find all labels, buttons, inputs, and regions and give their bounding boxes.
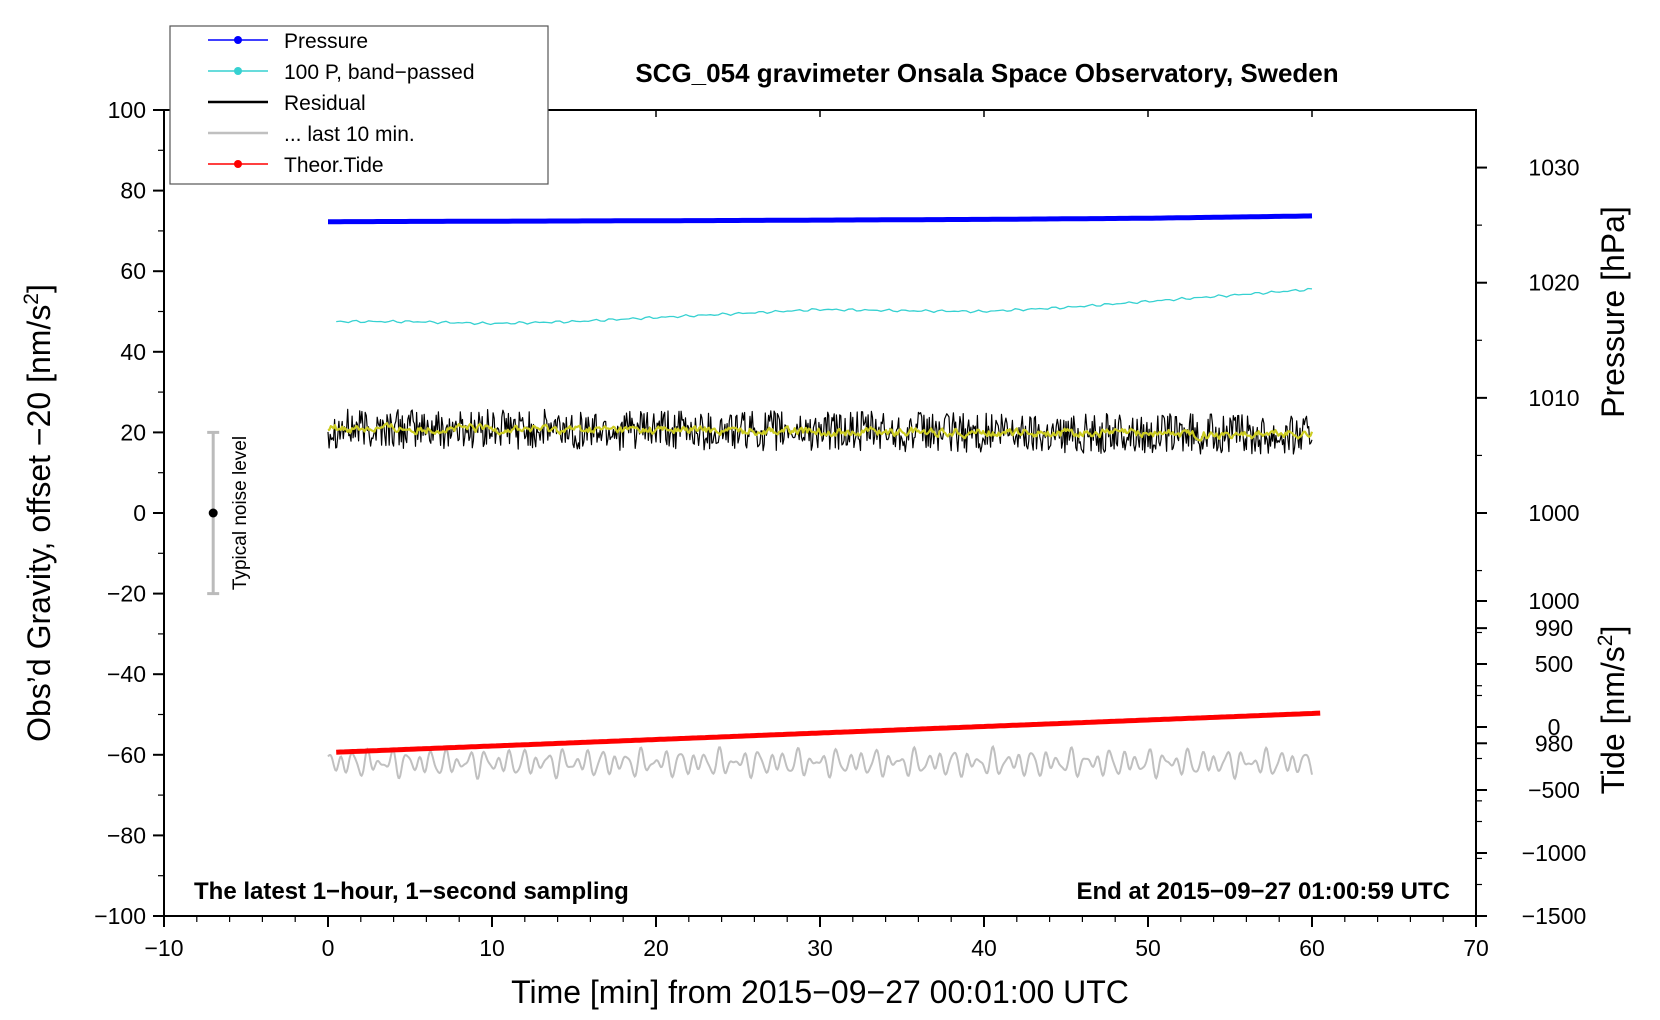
legend-residual-label: Residual (284, 92, 366, 115)
pressure-tick-label: 980 (1535, 730, 1573, 756)
noise-indicator: Typical noise level (207, 430, 251, 596)
tide-axis-title-main: Tide [nm/s (1595, 646, 1631, 794)
noise-dot (208, 508, 218, 518)
pressure-tick-label: 990 (1535, 615, 1573, 641)
legend-bandpass-label: 100 P, band−passed (284, 61, 475, 84)
x-tick-label: 10 (479, 935, 505, 961)
tide-tick-label: 0 (1548, 714, 1561, 740)
y-tick-label: −20 (107, 581, 146, 607)
axes-layer: −10 0 10 20 30 40 50 60 70−100−80−60−40−20020406… (94, 97, 1586, 961)
y-tick-label: −60 (107, 742, 146, 768)
annotation-end-time: End at 2015−09−27 01:00:59 UTC (1076, 878, 1450, 905)
plot-frame (163, 109, 1477, 917)
y-axis-title: Obs’d Gravity, offset −20 [nm/s2] (20, 284, 57, 742)
x-tick-label: 50 (1135, 935, 1161, 961)
series-layer (327, 213, 1321, 781)
legend-pressure-label: Pressure (284, 30, 368, 53)
legend-tide-label: Theor.Tide (284, 154, 384, 177)
tide-tick-label: 1000 (1528, 588, 1579, 614)
tide-axis-title-sup: 2 (1594, 635, 1617, 647)
tide-series-line (336, 710, 1321, 755)
tide-tick-label: −1000 (1522, 840, 1587, 866)
y-axis-title-main: Obs’d Gravity, offset −20 [nm/s (21, 305, 57, 742)
x-tick-label: 0 (322, 935, 335, 961)
x-axis-title: Time [min] from 2015−09−27 00:01:00 UTC (511, 974, 1129, 1010)
pressure-series-line (328, 213, 1313, 225)
x-tick-label: 30 (807, 935, 833, 961)
chart-title: SCG_054 gravimeter Onsala Space Observat… (635, 58, 1338, 88)
legend-bandpass-marker (234, 67, 242, 75)
tide-tick-label: 500 (1535, 651, 1573, 677)
y-tick-label: −40 (107, 661, 146, 687)
pressure-axis-title: Pressure [hPa] (1595, 206, 1631, 418)
x-tick-label: −10 (144, 935, 183, 961)
filtered-residual-series-line (327, 422, 1314, 442)
noise-label: Typical noise level (230, 436, 251, 590)
pressure-tick-label: 1010 (1528, 385, 1579, 411)
y-tick-label: 60 (120, 258, 146, 284)
tide-axis-title: Tide [nm/s2] (1594, 626, 1631, 795)
y-tick-label: −80 (107, 822, 146, 848)
y-tick-label: 80 (120, 178, 146, 204)
bandpass-series-line (336, 287, 1313, 326)
legend: Pressure 100 P, band−passed Residual ...… (169, 25, 549, 185)
tide-tick-label: −500 (1528, 777, 1580, 803)
legend-last10-label: ... last 10 min. (284, 123, 415, 146)
x-tick-label: 20 (643, 935, 669, 961)
y-tick-label: 100 (108, 97, 146, 123)
tide-axis-title-end: ] (1595, 626, 1631, 635)
last10-series-line (327, 744, 1313, 781)
x-tick-label: 40 (971, 935, 997, 961)
y-axis-title-end: ] (21, 284, 57, 293)
legend-box (169, 25, 549, 185)
y-axis-title-sup: 2 (20, 293, 43, 305)
annotation-sampling: The latest 1−hour, 1−second sampling (194, 878, 629, 905)
legend-tide-marker (234, 160, 242, 168)
y-tick-label: 20 (120, 419, 146, 445)
pressure-tick-label: 1000 (1528, 500, 1579, 526)
y-tick-label: −100 (94, 903, 146, 929)
tide-tick-label: −1500 (1522, 903, 1587, 929)
legend-pressure-marker (234, 36, 242, 44)
pressure-tick-label: 1030 (1528, 155, 1579, 181)
pressure-tick-label: 1020 (1528, 270, 1579, 296)
x-tick-label: 70 (1463, 935, 1489, 961)
x-tick-label: 60 (1299, 935, 1325, 961)
y-tick-label: 0 (133, 500, 146, 526)
y-tick-label: 40 (120, 339, 146, 365)
